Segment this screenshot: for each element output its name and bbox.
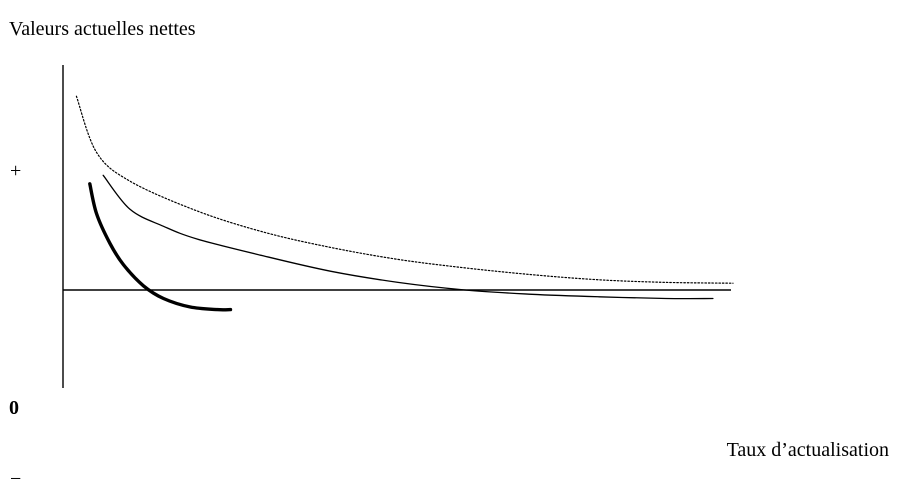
- y-tick-label-plus: +: [10, 160, 22, 182]
- series-line-2-solid-thin: [102, 174, 714, 300]
- y-tick-label-zero: 0: [9, 397, 19, 419]
- x-axis-label: Taux d’actualisation: [726, 439, 889, 461]
- series-line-3-solid-thick: [88, 182, 233, 312]
- series-line-1-dotted: [75, 95, 734, 284]
- y-tick-label-minus: −: [10, 468, 22, 490]
- chart-title: Valeurs actuelles nettes: [9, 18, 196, 40]
